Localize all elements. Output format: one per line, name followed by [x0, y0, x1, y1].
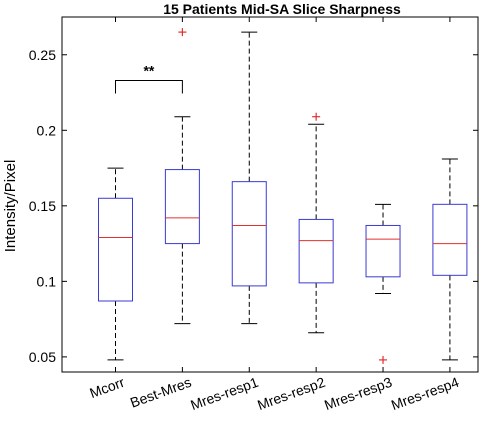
boxes	[98, 28, 468, 364]
y-tick-label-2: 0.15	[29, 198, 56, 214]
category-label-0: Mcorr	[87, 374, 126, 401]
category-label-2: Mres-resp1	[188, 374, 260, 413]
box-1	[164, 28, 200, 325]
box-rect-2	[231, 181, 267, 287]
box-2	[231, 31, 267, 325]
category-label-1: Best-Mres	[128, 374, 193, 411]
y-tick-label-0: 0.05	[29, 349, 56, 365]
box-rect-4	[365, 224, 401, 278]
y-tick-label-4: 0.25	[29, 47, 56, 63]
category-label-3: Mres-resp2	[255, 374, 327, 413]
y-axis-label: Intensity/Pixel	[2, 160, 19, 253]
category-labels: Mcorr Best-MresMres-resp1Mres-resp2Mres-r…	[87, 374, 461, 413]
significance-label: **	[143, 62, 154, 78]
y-ticks: 0.05 0.1 0.15 0.2 0.25	[29, 17, 478, 372]
outlier-4-0	[379, 355, 388, 364]
box-rect-0	[98, 197, 134, 302]
box-rect-3	[298, 218, 334, 284]
outlier-3-0	[312, 112, 321, 121]
box-0	[98, 167, 134, 361]
significance-bracket: **	[115, 62, 183, 94]
box-3	[298, 112, 334, 334]
category-label-5: Mres-resp4	[389, 374, 461, 413]
outlier-1-0	[178, 28, 187, 37]
box-5	[432, 158, 468, 361]
box-4	[365, 203, 401, 364]
box-rect-5	[432, 203, 468, 276]
y-tick-label-1: 0.1	[37, 273, 57, 289]
y-tick-label-3: 0.2	[37, 122, 57, 138]
box-rect-1	[164, 169, 200, 245]
category-label-4: Mres-resp3	[322, 374, 394, 413]
significance-line	[115, 79, 183, 94]
plot-area	[61, 16, 479, 373]
chart-title: 15 Patients Mid-SA Slice Sharpness	[163, 1, 401, 17]
